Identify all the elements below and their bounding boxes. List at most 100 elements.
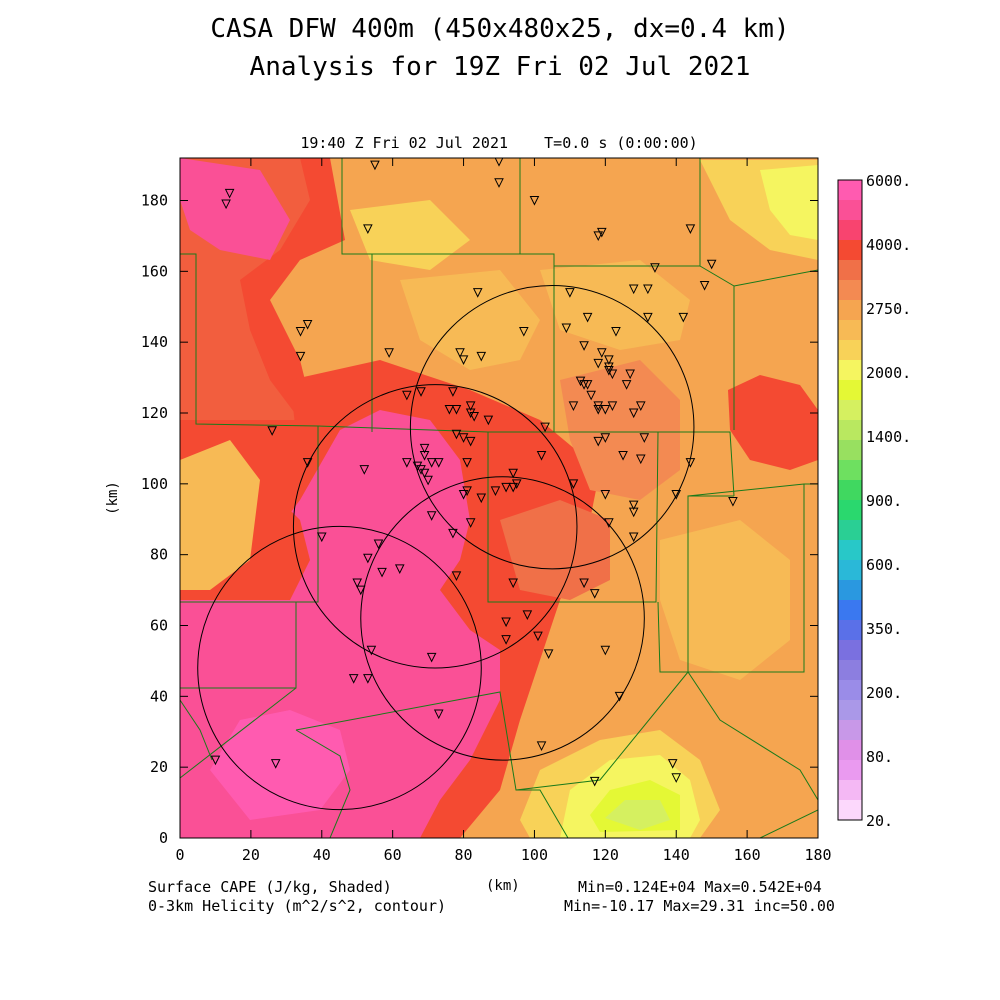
colorbar-swatch (838, 420, 862, 441)
colorbar-swatch (838, 640, 862, 661)
station-marker (593, 358, 604, 369)
x-tick-label: 140 (663, 846, 690, 864)
colorbar-swatch (838, 340, 862, 361)
radar-circle (197, 525, 482, 811)
station-marker (628, 507, 639, 518)
colorbar-swatch (838, 220, 862, 241)
station-marker (667, 759, 678, 769)
station-marker (267, 426, 277, 436)
colorbar-frame (837, 179, 863, 821)
station-marker (366, 645, 377, 656)
station-marker (348, 674, 359, 684)
station-marker (221, 199, 231, 210)
shaded-field-caption: Surface CAPE (J/kg, Shaded) (148, 878, 392, 896)
station-marker (451, 429, 462, 440)
station-marker (384, 348, 394, 358)
colorbar-swatch (838, 800, 862, 821)
station-marker (402, 458, 412, 468)
colorbar-label: 2750. (866, 300, 911, 318)
station-marker (465, 401, 476, 412)
station-marker (373, 539, 384, 550)
station-marker (639, 433, 650, 443)
x-axis-label: (km) (486, 878, 520, 894)
colorbar-label: 600. (866, 556, 902, 574)
colorbar-swatch (838, 780, 862, 801)
station-marker (593, 404, 604, 415)
y-tick-label: 120 (141, 404, 168, 422)
station-marker (426, 511, 437, 521)
radar-coverage-circles (197, 285, 695, 811)
y-tick-label: 180 (141, 192, 168, 210)
station-marker (628, 500, 639, 511)
colorbar-swatch (838, 460, 862, 481)
cape-shaded-field (180, 158, 818, 838)
station-marker (519, 327, 529, 337)
station-marker (593, 436, 604, 447)
colorbar-swatch (838, 740, 862, 761)
colorbar-swatch (838, 300, 862, 321)
station-marker (490, 486, 501, 497)
station-marker (501, 635, 511, 645)
station-marker (582, 380, 593, 390)
chart-subtitle: Analysis for 19Z Fri 02 Jul 2021 (249, 52, 751, 82)
colorbar-label: 1400. (866, 428, 911, 446)
colorbar: 6000. 4000. 2750. 2000. 1400. 900. 600. 350. 200… (837, 172, 911, 830)
station-marker (451, 571, 462, 582)
station-marker (423, 475, 433, 486)
station-marker (458, 355, 469, 365)
station-marker (494, 178, 504, 188)
colorbar-label: 200. (866, 684, 902, 702)
station-marker (448, 387, 458, 397)
colorbar-swatch (838, 280, 862, 301)
colorbar-swatch (838, 760, 862, 781)
station-marker (600, 645, 611, 656)
chart-title: CASA DFW 400m (450x480x25, dx=0.4 km) (210, 14, 790, 44)
station-marker (433, 709, 444, 720)
station-marker (501, 617, 511, 628)
colorbar-swatch (838, 380, 862, 401)
station-marker (508, 578, 518, 589)
station-marker (671, 773, 682, 783)
station-marker (370, 160, 380, 171)
station-marker (302, 458, 313, 468)
radar-circle (409, 285, 695, 570)
x-tick-label: 60 (384, 846, 402, 864)
station-marker (458, 489, 469, 500)
station-marker (533, 631, 543, 642)
station-marker (593, 231, 604, 242)
station-marker (448, 528, 458, 539)
colorbar-swatch (838, 540, 862, 561)
station-marker (295, 327, 306, 337)
station-marker (522, 610, 533, 620)
x-tick-label: 20 (242, 846, 260, 864)
colorbar-swatch (838, 560, 862, 581)
station-marker (628, 408, 639, 419)
station-marker (579, 341, 589, 351)
x-tick-label: 160 (734, 846, 761, 864)
station-marker (621, 380, 632, 390)
station-marker (607, 369, 618, 380)
station-marker (643, 284, 653, 295)
station-marker (565, 288, 575, 298)
station-marker (604, 355, 614, 365)
colorbar-swatch (838, 620, 862, 641)
station-marker (579, 578, 589, 589)
radar-circle (292, 384, 578, 669)
y-tick-label: 100 (141, 475, 168, 493)
plot-frame (179, 157, 819, 839)
x-tick-label: 120 (592, 846, 619, 864)
station-marker (483, 415, 494, 426)
station-marker (582, 312, 593, 323)
station-marker (635, 454, 646, 465)
station-marker (685, 224, 696, 234)
station-marker (643, 312, 653, 323)
station-marker (589, 589, 600, 599)
colorbar-label: 900. (866, 492, 902, 510)
colorbar-swatch (838, 600, 862, 621)
station-marker (699, 281, 710, 291)
station-marker (540, 422, 550, 433)
station-marker (416, 387, 426, 397)
station-marker (678, 312, 689, 323)
station-marker (494, 158, 504, 167)
station-marker (600, 433, 611, 443)
